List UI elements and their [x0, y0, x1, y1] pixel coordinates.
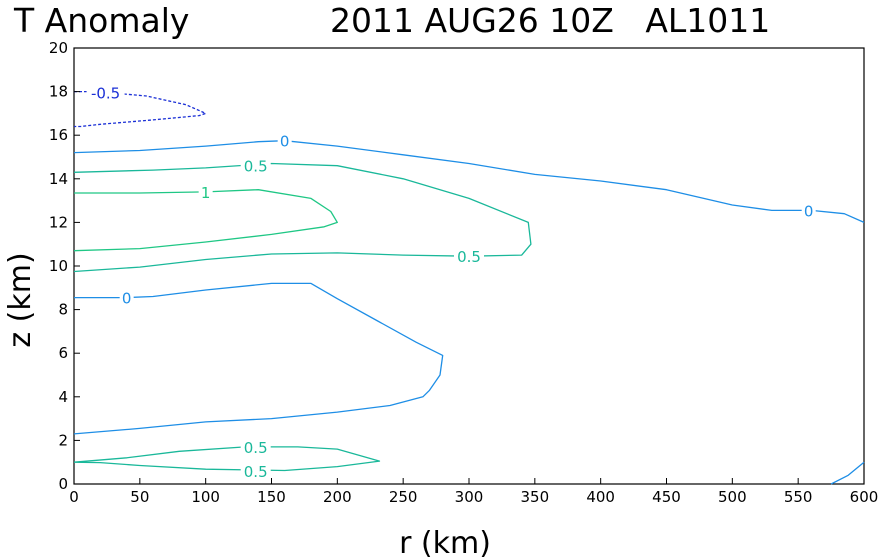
contour-line-1 — [73, 189, 338, 252]
y-tick-label: 18 — [49, 83, 68, 101]
x-axis-ticks: 0 50 100 150 200 250 300 350 400 450 500 550 600 — [69, 478, 878, 506]
y-tick-label: 8 — [58, 301, 68, 319]
contour-label: 0.5 — [244, 439, 268, 457]
contour-label-bg — [240, 156, 271, 174]
contour-line-0 — [830, 461, 865, 485]
x-tick-label: 600 — [850, 488, 879, 506]
y-tick-label: 10 — [49, 257, 68, 275]
x-tick-label: 550 — [784, 488, 813, 506]
y-axis-ticks: 0 2 4 6 8 10 12 14 16 18 20 — [49, 39, 80, 493]
x-tick-label: 100 — [191, 488, 220, 506]
contour-label: 0.5 — [244, 158, 268, 176]
contour-label: 0 — [122, 290, 132, 308]
contour-label-bg — [86, 83, 125, 101]
contour-label: 0.5 — [244, 463, 268, 481]
y-tick-label: 6 — [58, 344, 68, 362]
contour-line-neg0p5 — [74, 90, 207, 128]
x-tick-label: 150 — [257, 488, 286, 506]
chart-title-left: T Anomaly — [13, 1, 189, 40]
contour-label-bg — [240, 461, 271, 479]
x-tick-label: 200 — [323, 488, 352, 506]
contour-labels: -0.5 0 0.5 1 0.5 0 0 0.5 0.5 — [86, 83, 816, 481]
y-tick-label: 0 — [58, 475, 68, 493]
contour-label: 0 — [804, 202, 814, 220]
contour-line-0 — [73, 140, 865, 223]
contour-label: 0.5 — [457, 248, 481, 266]
contour-label-bg — [240, 437, 271, 455]
contour-lines — [73, 90, 865, 485]
x-tick-label: 450 — [652, 488, 681, 506]
contour-line-0 — [73, 282, 444, 435]
y-tick-label: 12 — [49, 213, 68, 231]
chart-title-right: 2011 AUG26 10Z AL1011 — [330, 1, 770, 40]
x-tick-label: 300 — [455, 488, 484, 506]
contour-label-bg — [119, 288, 134, 306]
x-tick-label: 350 — [521, 488, 550, 506]
contour-label: 1 — [201, 184, 211, 202]
y-tick-label: 20 — [49, 39, 68, 57]
contour-label-bg — [801, 201, 816, 219]
contour-label: 0 — [280, 133, 290, 151]
y-axis-label: z (km) — [3, 252, 38, 347]
y-tick-label: 4 — [58, 388, 68, 406]
contour-label-bg — [454, 247, 484, 265]
contour-label: -0.5 — [91, 85, 120, 103]
x-tick-label: 400 — [586, 488, 615, 506]
contour-label-bg — [277, 131, 292, 149]
contour-line-0p5 — [73, 446, 381, 472]
contour-label-bg — [198, 182, 213, 200]
y-tick-label: 16 — [49, 126, 68, 144]
x-axis-label: r (km) — [399, 526, 491, 558]
y-tick-label: 2 — [58, 431, 68, 449]
x-tick-label: 250 — [389, 488, 418, 506]
y-tick-label: 14 — [49, 170, 68, 188]
x-tick-label: 50 — [130, 488, 149, 506]
x-tick-label: 0 — [69, 488, 79, 506]
x-tick-label: 500 — [718, 488, 747, 506]
